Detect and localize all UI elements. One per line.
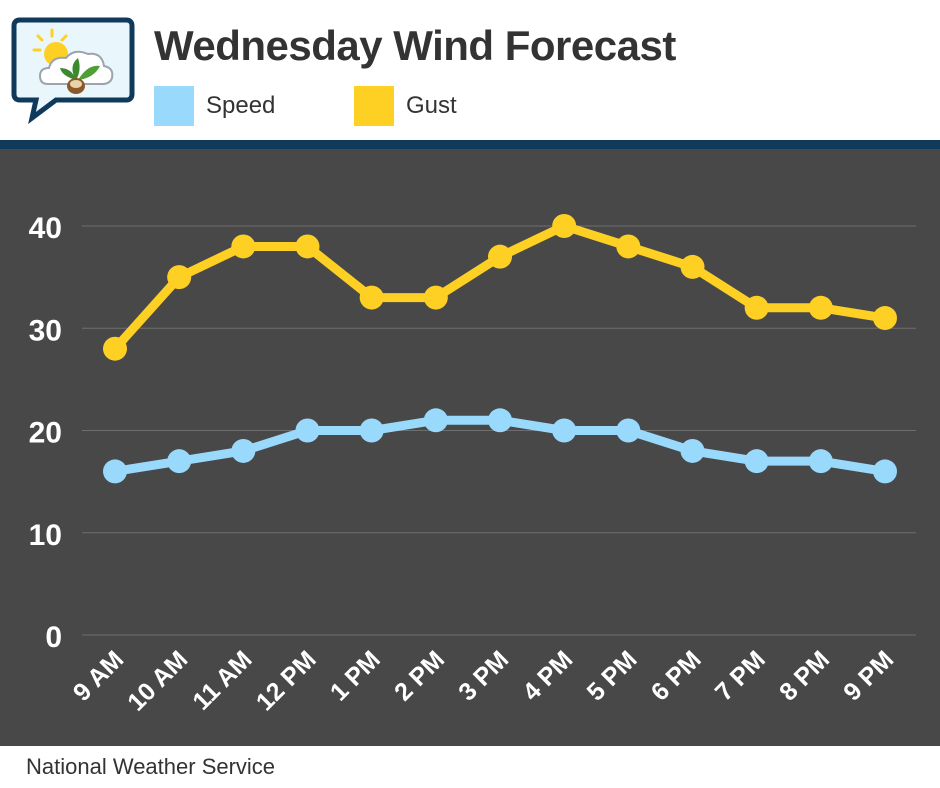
legend-swatch-gust	[354, 86, 394, 126]
data-point-gust	[680, 254, 705, 279]
data-point-gust	[808, 295, 833, 320]
data-point-speed	[359, 418, 384, 443]
data-point-speed	[103, 459, 127, 484]
data-point-speed	[680, 438, 705, 463]
data-point-gust	[295, 234, 320, 259]
data-point-gust	[359, 285, 384, 310]
x-tick-label: 9 PM	[838, 645, 899, 706]
y-tick-label: 30	[29, 314, 62, 347]
data-point-gust	[744, 295, 769, 320]
x-tick-label: 12 PM	[251, 645, 322, 716]
x-tick-label: 9 AM	[68, 645, 129, 706]
data-point-speed	[488, 408, 512, 433]
data-point-speed	[295, 418, 320, 443]
series-line-gust	[110, 221, 890, 354]
header-divider	[0, 140, 940, 149]
legend-item-gust: Gust	[354, 86, 457, 126]
data-point-gust	[167, 265, 192, 290]
data-point-gust	[103, 336, 127, 361]
x-tick-label: 11 AM	[187, 645, 257, 715]
data-point-speed	[423, 408, 448, 433]
data-point-gust	[423, 285, 448, 310]
legend-label-speed: Speed	[206, 92, 276, 119]
x-tick-label: 3 PM	[453, 645, 514, 706]
x-tick-label: 6 PM	[646, 645, 707, 706]
x-tick-label: 2 PM	[389, 645, 450, 706]
chart-title: Wednesday Wind Forecast	[154, 22, 676, 69]
data-point-speed	[167, 449, 192, 474]
y-tick-label: 10	[29, 519, 62, 552]
x-tick-label: 5 PM	[582, 645, 643, 706]
data-point-speed	[808, 449, 833, 474]
data-point-speed	[616, 418, 641, 443]
legend-swatch-speed	[154, 86, 194, 126]
data-point-gust	[231, 234, 256, 259]
plot-area: 0 10 20 30 40 9 AM 10 AM 11 AM 12 PM 1 PM 2 PM 3 P…	[0, 149, 940, 746]
y-axis-ticks: 0 10 20 30 40	[29, 212, 62, 654]
data-point-gust	[873, 306, 897, 331]
data-point-speed	[552, 418, 577, 443]
legend-label-gust: Gust	[406, 92, 457, 119]
data-point-gust	[552, 214, 577, 238]
data-point-speed	[873, 459, 897, 484]
source-credit: National Weather Service	[26, 754, 276, 779]
y-tick-label: 20	[29, 417, 62, 450]
x-tick-label: 8 PM	[774, 645, 835, 706]
x-tick-label: 10 AM	[122, 645, 193, 716]
y-tick-label: 0	[45, 621, 62, 654]
data-point-speed	[744, 449, 769, 474]
header: Wednesday Wind Forecast Speed Gust	[0, 0, 940, 140]
x-tick-label: 4 PM	[517, 645, 578, 706]
weather-chat-bubble-icon	[11, 17, 135, 124]
data-point-gust	[488, 244, 512, 269]
data-point-speed	[231, 438, 256, 463]
series-layer	[103, 214, 897, 484]
y-tick-label: 40	[29, 212, 62, 245]
x-tick-label: 1 PM	[325, 645, 386, 706]
data-point-gust	[616, 234, 641, 259]
x-tick-label: 7 PM	[710, 645, 771, 706]
legend-item-speed: Speed	[154, 86, 275, 126]
